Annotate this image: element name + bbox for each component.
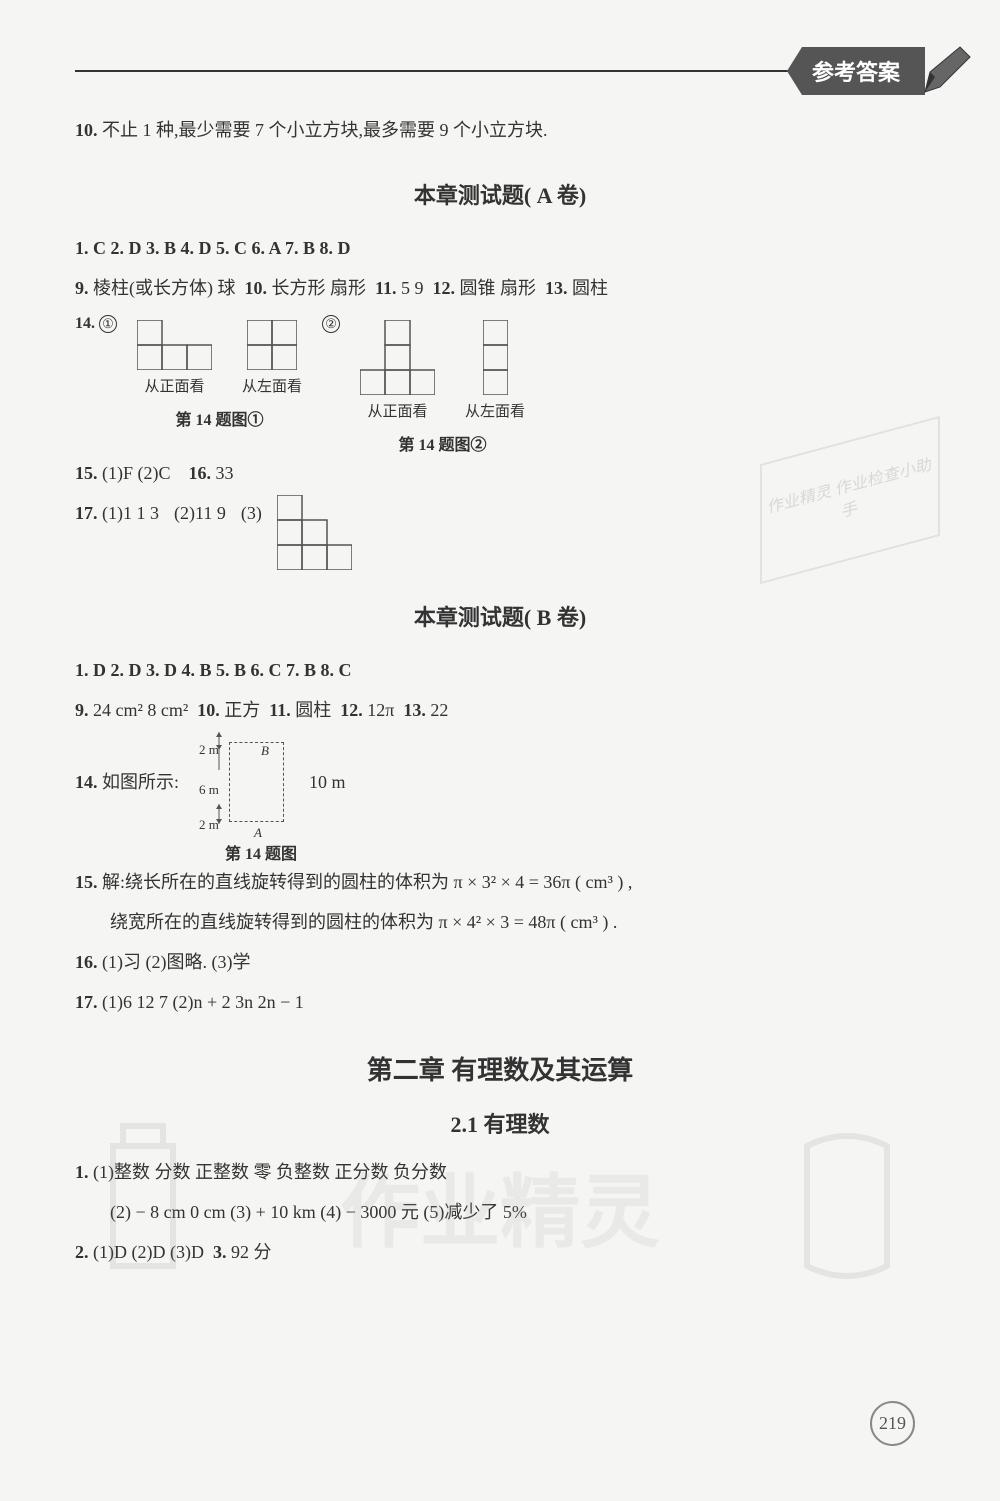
ch2-q1-2: (2) − 8 cm 0 cm (3) + 10 km (4) − 3000 元… (75, 1194, 925, 1230)
page-number: 219 (870, 1401, 915, 1446)
section-b-q9-13: 9. 24 cm² 8 cm² 10. 正方 11. 圆柱 12. 12π 13… (75, 692, 925, 728)
q14-caption-2: 第 14 题图② (360, 431, 525, 455)
q14-figures: 14. ① 从正面看 从左面看 (75, 310, 925, 455)
q17-figure (277, 495, 352, 570)
section-b-q15-1: 15. 解:绕长所在的直线旋转得到的圆柱的体积为 π × 3² × 4 = 36… (75, 864, 925, 900)
ch2-q1-1: 1. (1)整数 分数 正整数 零 负整数 正分数 负分数 (75, 1154, 925, 1190)
ch2-q2-3: 2. (1)D (2)D (3)D 3. 92 分 (75, 1234, 925, 1270)
q14-1-front: 从正面看 (137, 320, 212, 396)
section-b-q17: 17. (1)6 12 7 (2)n + 2 3n 2n − 1 (75, 984, 925, 1020)
q14-1-left: 从左面看 (242, 320, 302, 396)
section-b-q16: 16. (1)习 (2)图略. (3)学 (75, 944, 925, 980)
section-b-q15-2: 绕宽所在的直线旋转得到的圆柱的体积为 π × 4² × 3 = 48π ( cm… (75, 904, 925, 940)
header-rule: 参考答案 (75, 70, 925, 72)
q14-2-left: 从左面看 (465, 320, 525, 421)
q14b-caption: 第 14 题图 (75, 840, 925, 864)
circled-1: ① (99, 315, 117, 333)
pencil-icon (915, 42, 975, 102)
section-a-mc: 1. C 2. D 3. B 4. D 5. C 6. A 7. B 8. D (75, 230, 925, 266)
section-a-q9-13: 9. 棱柱(或长方体) 球 10. 长方形 扇形 11. 5 9 12. 圆锥 … (75, 270, 925, 306)
chapter-2-title: 第二章 有理数及其运算 (75, 1050, 925, 1087)
section-a-q17: 17. (1)1 1 3 (2)11 9 (3) (75, 495, 925, 570)
section-b-mc: 1. D 2. D 3. D 4. B 5. B 6. C 7. B 8. C (75, 652, 925, 688)
section-b-q14: 14. 如图所示: 2 m 6 m 2 m B A 10 m (75, 732, 925, 832)
q10-top: 10. 不止 1 种,最少需要 7 个小立方块,最多需要 9 个小立方块. (75, 112, 925, 148)
section-b-title: 本章测试题( B 卷) (75, 600, 925, 632)
answer-badge: 参考答案 (787, 47, 925, 95)
section-a-title: 本章测试题( A 卷) (75, 178, 925, 210)
q14-caption-1: 第 14 题图① (137, 406, 302, 430)
section-a-q15-16: 15. (1)F (2)C 16. 33 (75, 455, 925, 491)
q14-2-front: 从正面看 (360, 320, 435, 421)
circled-2: ② (322, 315, 340, 333)
q14b-diagram: 2 m 6 m 2 m B A (199, 732, 289, 832)
section-2-1-title: 2.1 有理数 (75, 1107, 925, 1139)
